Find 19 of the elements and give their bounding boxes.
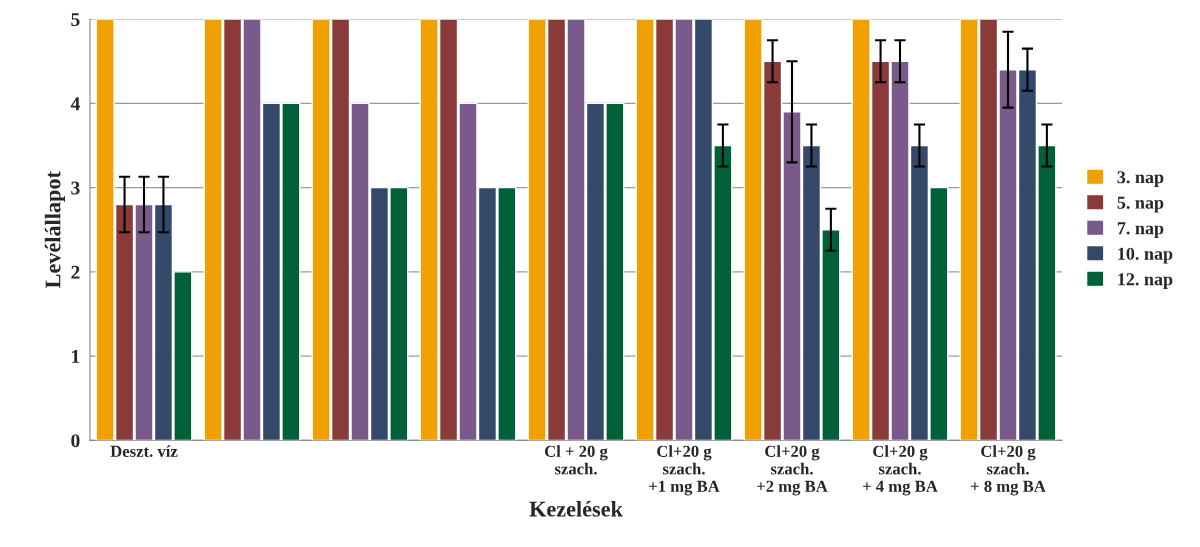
x-tick-label: Cl+20 g szach. +2 mg BA xyxy=(757,445,828,496)
legend-label: 3. nap xyxy=(1117,171,1164,187)
legend-label: 7. nap xyxy=(1117,222,1164,238)
x-tick-label: Cl+20 g szach. + 8 mg BA xyxy=(971,445,1046,496)
y-tick-label: 0 xyxy=(71,434,80,448)
x-tick-label: Cl+20 g szach. + 4 mg BA xyxy=(863,445,938,496)
y-tick-label: 2 xyxy=(71,265,80,279)
y-tick-label: 1 xyxy=(72,350,80,363)
legend-label: 10. nap xyxy=(1118,247,1173,264)
x-tick-label: Deszt. víz xyxy=(110,445,178,457)
y-tick-label: 4 xyxy=(70,97,80,111)
y-tick-label: 3 xyxy=(71,181,80,195)
legend-label: 12. nap xyxy=(1118,273,1173,290)
x-axis-title: Kezelések xyxy=(529,500,623,517)
x-tick-label: Cl + 20 g szach. xyxy=(544,445,608,475)
legend-label: 5. nap xyxy=(1117,196,1164,213)
y-tick-label: 5 xyxy=(71,13,80,27)
x-tick-label: Cl+20 g szach. +1 mg BA xyxy=(649,445,720,496)
y-axis-title: Levélállapot xyxy=(44,171,65,288)
